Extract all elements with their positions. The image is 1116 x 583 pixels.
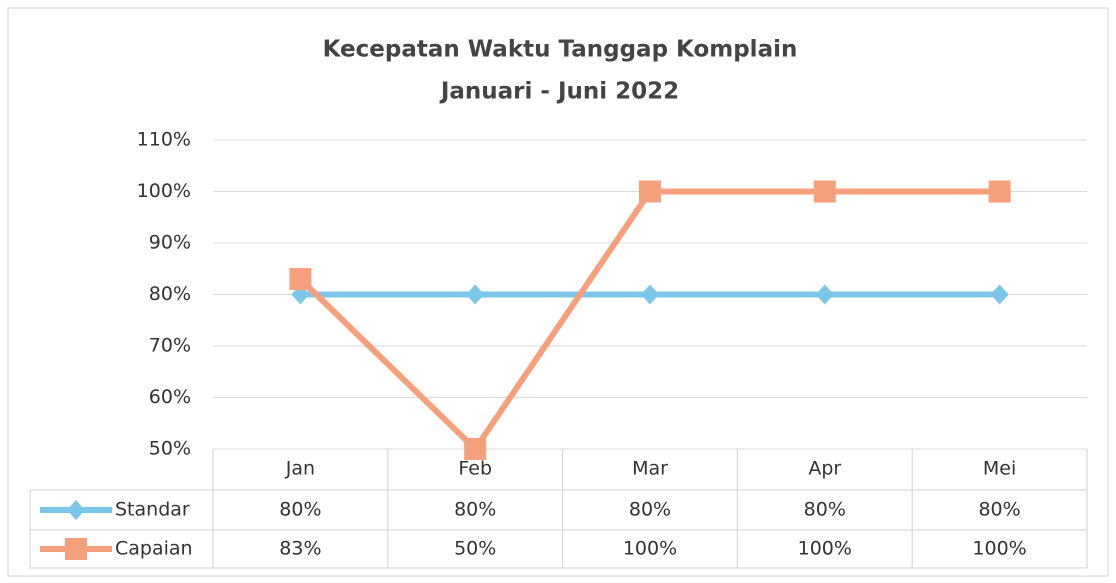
point-marker xyxy=(464,438,487,460)
table-value: 80% xyxy=(629,499,671,521)
legend-key-marker xyxy=(65,538,87,560)
x-tick-label: Jan xyxy=(285,458,315,480)
legend-label: Capaian xyxy=(115,538,193,560)
y-tick-label: 90% xyxy=(149,232,191,254)
table-value: 80% xyxy=(454,499,496,521)
x-tick-label: Apr xyxy=(808,458,841,480)
y-tick-label: 70% xyxy=(149,335,191,357)
point-marker xyxy=(815,284,834,305)
y-tick-label: 60% xyxy=(149,386,191,408)
table-value: 80% xyxy=(279,499,321,521)
point-marker xyxy=(990,284,1009,305)
table-value: 50% xyxy=(454,538,496,560)
point-marker xyxy=(289,268,312,291)
point-marker xyxy=(639,180,661,203)
table-value: 80% xyxy=(978,499,1020,521)
table-value: 100% xyxy=(623,538,677,560)
x-tick-label: Mar xyxy=(632,458,668,480)
y-tick-label: 50% xyxy=(149,438,191,460)
chart-title: Kecepatan Waktu Tanggap Komplain xyxy=(323,37,798,63)
table-value: 83% xyxy=(279,538,321,560)
point-marker xyxy=(813,180,836,203)
x-tick-label: Mei xyxy=(983,458,1016,480)
legend-label: Standar xyxy=(115,499,190,521)
point-marker xyxy=(466,284,485,305)
table-value: 80% xyxy=(804,499,846,521)
point-marker xyxy=(641,284,659,305)
table-value: 100% xyxy=(972,538,1026,560)
chart-subtitle: Januari - Juni 2022 xyxy=(439,79,679,105)
y-tick-label: 80% xyxy=(149,283,191,305)
x-tick-label: Feb xyxy=(458,458,492,480)
point-marker xyxy=(988,180,1011,203)
legend-key-marker xyxy=(67,500,85,520)
y-tick-label: 100% xyxy=(137,180,191,202)
y-tick-label: 110% xyxy=(137,129,191,151)
table-value: 100% xyxy=(798,538,852,560)
